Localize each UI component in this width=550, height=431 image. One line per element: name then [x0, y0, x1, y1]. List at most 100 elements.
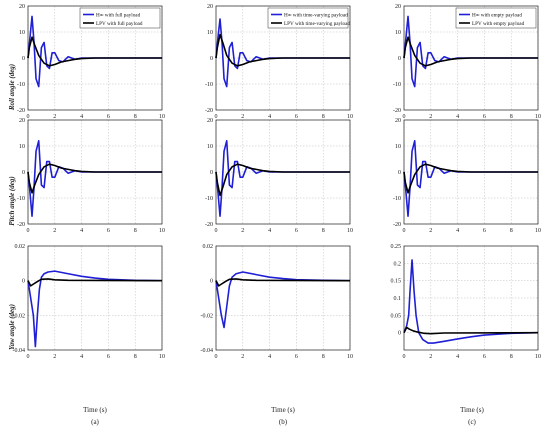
- y-tick-label: -0.04: [201, 348, 214, 354]
- x-tick-label: 2: [241, 114, 244, 120]
- x-tick-label: 8: [134, 114, 137, 120]
- x-tick-label: 6: [295, 228, 298, 234]
- x-tick-label: 8: [134, 228, 137, 234]
- y-tick-label: -20: [17, 108, 25, 114]
- legend-box: [455, 7, 537, 29]
- x-tick-label: 8: [510, 228, 513, 234]
- subplot-r1-c0: 0 2 4 6 8 10 20 10 0 -10 -20: [17, 118, 165, 234]
- x-tick-label: 0: [403, 228, 406, 234]
- series-line-lpv: [27, 36, 162, 67]
- x-tick-label: 0: [27, 354, 30, 360]
- x-tick-label: 2: [53, 228, 56, 234]
- legend-entry: LPV with empty payload: [472, 21, 525, 27]
- y-tick-label: 10: [19, 30, 25, 36]
- x-tick-label: 8: [322, 354, 325, 360]
- x-tick-label: 10: [535, 354, 541, 360]
- legend-entry: LPV with full payload: [96, 20, 143, 27]
- subplot-r2-c2: 0 2 4 6 8 10 0.25 0.2 0.15 0.1 0.05 0: [391, 244, 542, 360]
- y-tick-label: -10: [205, 196, 213, 202]
- y-tick-label: -20: [393, 222, 401, 228]
- legend-entry: H∞ with empty payload: [472, 13, 522, 19]
- x-tick-label: 10: [347, 228, 353, 234]
- y-tick-label: 0.1: [394, 296, 402, 302]
- row-label-yaw-text: Yaw angle (deg): [8, 304, 16, 350]
- y-tick-label: 10: [395, 30, 401, 36]
- subplot-r2-c1: 0 2 4 6 8 10 0.02 0 -0.02 -0.04: [201, 244, 354, 360]
- axes-frame: [27, 245, 163, 351]
- subplot-r1-c2: 0 2 4 6 8 10 20 10 0 -10 -20: [393, 118, 541, 234]
- x-tick-label: 10: [159, 354, 165, 360]
- legend-box: [79, 7, 161, 29]
- y-tick-label: 20: [207, 118, 213, 124]
- x-tick-label: 2: [241, 354, 244, 360]
- y-tick-label: -0.04: [13, 348, 26, 354]
- x-tick-label: 8: [510, 114, 513, 120]
- subplot-r1-c1: 0 2 4 6 8 10 20 10 0 -10 -20: [205, 118, 353, 234]
- x-tick-label: 2: [429, 228, 432, 234]
- x-tick-label: 2: [53, 114, 56, 120]
- series-line-hinf: [403, 259, 539, 344]
- x-tick-label: 0: [403, 354, 406, 360]
- subplot-r2-c0: 0 2 4 6 8 10 0.02 0 -0.02 -0.04: [13, 244, 166, 360]
- y-tick-label: 0.15: [391, 279, 402, 285]
- y-tick-label: -10: [393, 196, 401, 202]
- x-tick-label: 2: [53, 354, 56, 360]
- y-tick-label: 0: [210, 279, 213, 285]
- x-tick-label: 4: [268, 354, 271, 360]
- x-tick-label: 6: [107, 228, 110, 234]
- row-label-yaw: Yaw angle (deg): [8, 304, 16, 350]
- series-line-lpv: [215, 163, 350, 197]
- y-tick-label: 0: [22, 170, 25, 176]
- y-tick-label: 0: [398, 170, 401, 176]
- series-line-lpv: [215, 33, 350, 67]
- xlabel-col-c: Time (s): [460, 406, 484, 414]
- series-line-hinf: [215, 271, 351, 329]
- y-tick-label: 10: [207, 144, 213, 150]
- y-tick-label: 0: [398, 331, 401, 337]
- col-label-b: (b): [279, 418, 288, 426]
- y-tick-label: -0.02: [201, 313, 214, 319]
- y-tick-label: 0: [398, 56, 401, 62]
- row-label-roll-text: Roll angle (deg): [8, 64, 16, 111]
- legend: H∞ with time-varying payload LPV with tim…: [267, 7, 350, 29]
- x-tick-label: 8: [510, 354, 513, 360]
- x-tick-label: 4: [80, 228, 83, 234]
- y-tick-label: 0: [210, 56, 213, 62]
- col-label-a: (a): [91, 418, 99, 426]
- x-tick-label: 4: [80, 114, 83, 120]
- row-label-pitch: Pitch angle (deg): [8, 176, 16, 225]
- series-line-hinf: [27, 270, 163, 348]
- y-tick-label: 0: [22, 56, 25, 62]
- y-tick-label: -10: [17, 196, 25, 202]
- y-tick-label: 20: [207, 4, 213, 10]
- x-tick-label: 10: [347, 114, 353, 120]
- x-tick-label: 0: [403, 114, 406, 120]
- series-line-lpv: [403, 36, 538, 67]
- y-tick-label: 20: [19, 4, 25, 10]
- x-tick-label: 6: [483, 114, 486, 120]
- x-tick-label: 2: [429, 354, 432, 360]
- x-tick-label: 0: [215, 228, 218, 234]
- x-tick-label: 10: [347, 354, 353, 360]
- x-tick-label: 10: [535, 228, 541, 234]
- x-tick-label: 2: [241, 228, 244, 234]
- subplot-r0-c1: 0 2 4 6 8 10 20 10 0 -10 -20 H∞ with time-varying p…: [205, 4, 353, 120]
- y-tick-label: 0.02: [15, 244, 26, 250]
- x-tick-label: 6: [483, 228, 486, 234]
- legend-box: [267, 7, 349, 29]
- x-tick-label: 6: [107, 114, 110, 120]
- series-line-lpv: [27, 163, 162, 194]
- y-tick-label: 0.25: [391, 244, 402, 250]
- y-tick-label: 20: [19, 118, 25, 124]
- plot-area: [216, 246, 350, 350]
- axes-frame: [215, 245, 351, 351]
- series-line-lpv: [215, 278, 351, 287]
- x-tick-label: 0: [27, 228, 30, 234]
- legend-entry: H∞ with full payload: [96, 12, 141, 19]
- x-tick-label: 10: [159, 228, 165, 234]
- y-tick-label: 0.2: [394, 261, 402, 267]
- y-tick-label: 0: [210, 170, 213, 176]
- y-tick-label: 10: [207, 30, 213, 36]
